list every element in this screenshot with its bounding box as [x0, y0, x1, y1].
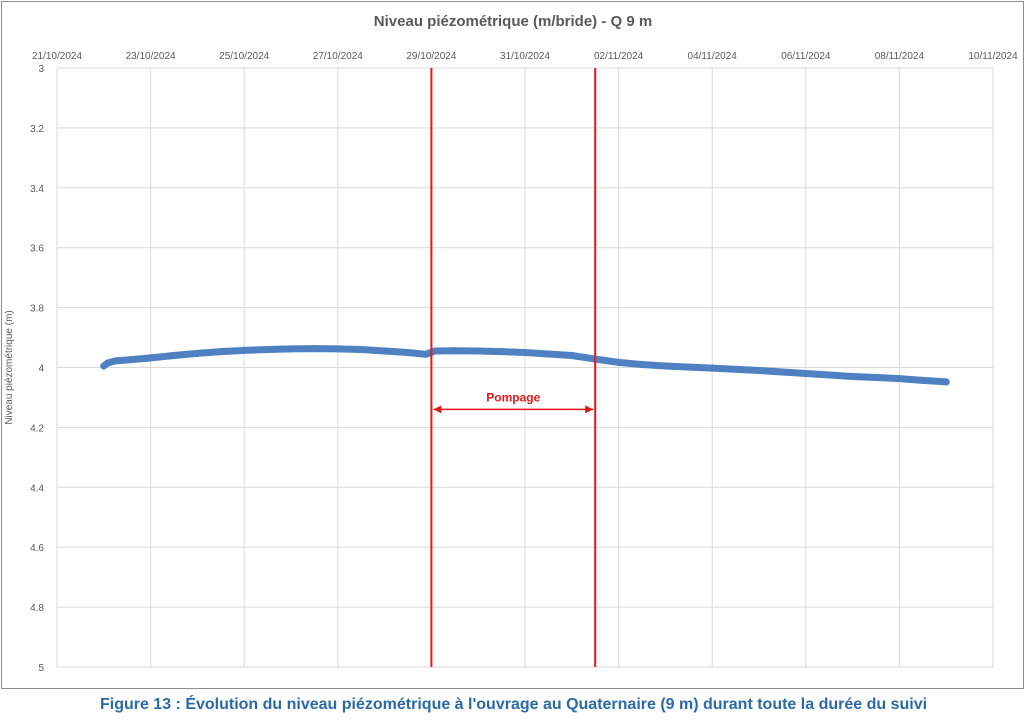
y-tick-label: 4.8 [30, 603, 44, 614]
pumping-label: Pompage [486, 390, 540, 404]
line-chart: 21/10/2024 23/10/2024 25/10/2024 27/10/2024… [4, 13, 1018, 674]
data-point [193, 349, 201, 357]
data-point [357, 346, 365, 353]
pumping-arrowhead-left [433, 405, 442, 414]
data-point [544, 350, 552, 358]
data-point [147, 354, 155, 362]
x-tick-label: 06/11/2024 [781, 51, 831, 62]
data-point [849, 373, 857, 380]
data-point [942, 378, 950, 386]
data-point [521, 349, 529, 356]
data-point [638, 361, 646, 368]
x-tick-label: 04/11/2024 [688, 51, 738, 62]
x-tick-label: 31/10/2024 [500, 51, 550, 62]
x-tick-label: 29/10/2024 [406, 51, 456, 62]
data-point [451, 347, 459, 355]
x-tick-label: 10/11/2024 [968, 51, 1018, 62]
data-point [264, 346, 272, 353]
chart-title: Niveau piézométrique (m/bride) - Q 9 m [374, 13, 652, 30]
y-tick-label: 3 [38, 64, 44, 75]
data-point [568, 352, 576, 359]
figure-caption: Figure 13 : Évolution du niveau piézomét… [99, 696, 928, 713]
y-tick-label: 5 [38, 663, 44, 674]
data-point [755, 367, 763, 374]
data-point [310, 345, 318, 353]
data-point [895, 375, 903, 383]
x-tick-label: 08/11/2024 [875, 51, 925, 62]
x-tick-label: 25/10/2024 [219, 51, 269, 62]
data-point [287, 345, 295, 353]
x-tick-label: 21/10/2024 [32, 51, 82, 62]
data-point [240, 346, 248, 354]
data-point [431, 347, 439, 355]
x-tick-label: 02/11/2024 [594, 51, 644, 62]
y-axis-label: Niveau piézométrique (m) [4, 310, 15, 425]
y-tick-label: 4.2 [30, 423, 44, 434]
data-point [498, 348, 506, 356]
data-point [404, 349, 412, 356]
data-point [381, 347, 389, 355]
data-point [334, 345, 342, 353]
y-tick-label: 4.6 [30, 543, 44, 554]
data-point [123, 356, 131, 364]
pumping-arrowhead-right [585, 405, 594, 414]
x-tick-label: 23/10/2024 [126, 51, 176, 62]
data-point [661, 362, 669, 370]
data-point [615, 358, 623, 366]
data-point [170, 352, 178, 359]
chart-frame [1, 1, 1024, 689]
data-point [802, 370, 810, 377]
data-point [708, 364, 716, 372]
y-tick-label: 3.6 [30, 244, 44, 255]
y-tick-label: 4.4 [30, 483, 44, 494]
x-tick-label: 27/10/2024 [313, 51, 363, 62]
y-tick-label: 3.4 [30, 184, 44, 195]
data-point [217, 348, 225, 356]
y-tick-label: 3.2 [30, 124, 44, 135]
data-point [474, 347, 482, 355]
data-point [104, 359, 112, 367]
y-tick-label: 4 [38, 364, 44, 375]
data-point [422, 350, 430, 358]
data-point [112, 357, 119, 365]
y-tick-label: 3.8 [30, 304, 44, 315]
data-point [919, 376, 927, 384]
